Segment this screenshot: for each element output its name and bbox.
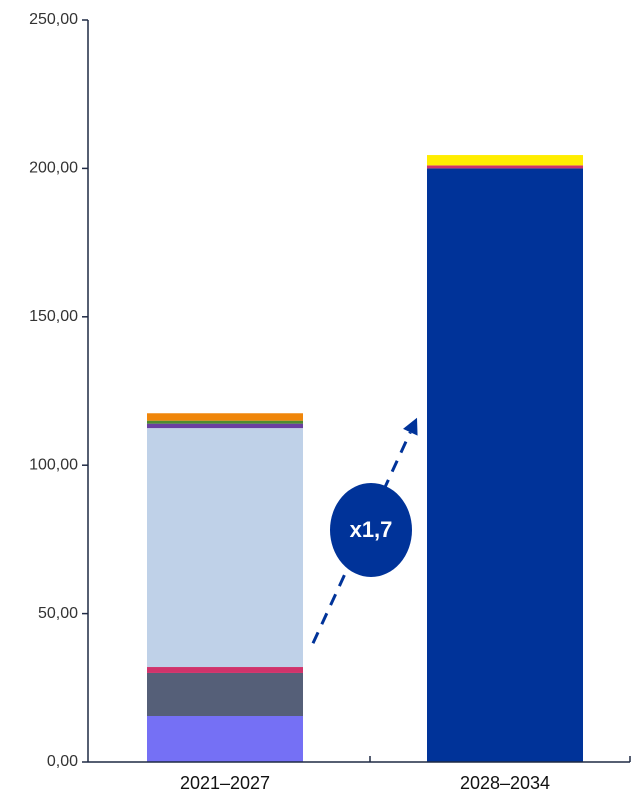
x-category-label: 2021–2027: [180, 773, 270, 793]
bar-segment: [147, 715, 303, 762]
bar-segments: [147, 155, 583, 762]
growth-annotation: x1,7: [311, 417, 418, 644]
y-tick-label: 200,00: [29, 160, 78, 177]
bar-segment: [427, 165, 583, 169]
bar-segment: [147, 672, 303, 716]
y-tick-label: 150,00: [29, 308, 78, 325]
bar-segment: [147, 413, 303, 421]
x-axis-ticks: 2021–2027 2028–2034: [180, 756, 631, 793]
growth-badge: [330, 483, 412, 577]
bar-segment: [427, 155, 583, 166]
x-category-label: 2028–2034: [460, 773, 550, 793]
bar-segment: [147, 428, 303, 668]
bar-segment: [147, 667, 303, 673]
y-tick-label: 0,00: [47, 753, 78, 770]
y-tick-label: 100,00: [29, 456, 78, 473]
bar-segment: [147, 423, 303, 429]
y-tick-label: 50,00: [38, 605, 78, 622]
y-tick-label: 250,00: [29, 11, 78, 28]
growth-arrow-head-icon: [403, 417, 418, 436]
bar-segment: [147, 420, 303, 424]
bar-segment: [427, 168, 583, 762]
growth-badge-label: x1,7: [350, 517, 393, 542]
y-axis-ticks: 0,00 50,00 100,00 150,00 200,00 250,00: [29, 11, 88, 770]
